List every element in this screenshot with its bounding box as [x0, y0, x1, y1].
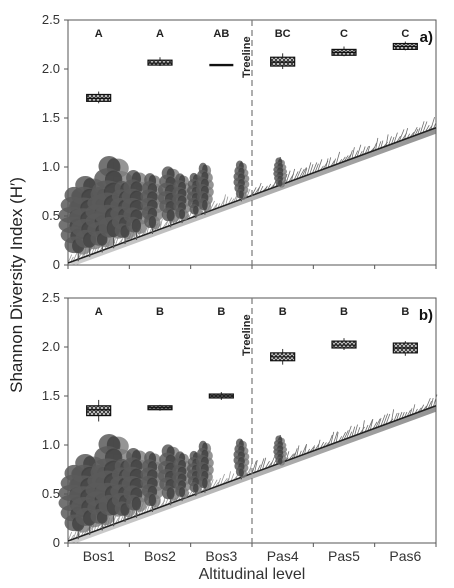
- y-tick-label: 1.5: [42, 388, 60, 403]
- chart-panel-2: Treeline 0 0.5 1.0 1.5 2.0 2.5 Bos1 Bos2 Bos3 Pas4…: [42, 290, 438, 564]
- box-Pas4: [270, 348, 296, 365]
- box-Pas6: [392, 341, 418, 356]
- significance-letter: C: [401, 28, 409, 40]
- y-tick-label: 0: [53, 535, 60, 550]
- box-Bos1: [86, 399, 112, 422]
- box-Bos2: [147, 57, 173, 67]
- y-tick-label: 2.5: [42, 290, 60, 305]
- significance-letter: B: [279, 306, 287, 318]
- slope-illustration: [67, 394, 438, 543]
- box-Pas4: [270, 53, 296, 69]
- box-Pas5: [331, 46, 357, 57]
- x-axis-label: Altitudinal level: [198, 566, 306, 583]
- significance-letter: B: [217, 306, 225, 318]
- x-tick-label: Bos3: [205, 548, 237, 564]
- tree-illustration: [196, 162, 214, 215]
- y-tick-label: 0.5: [42, 208, 60, 223]
- x-tick-label: Bos2: [144, 548, 176, 564]
- box-Pas6: [392, 41, 418, 51]
- tree-illustration: [196, 440, 214, 493]
- significance-letter: A: [156, 28, 164, 40]
- significance-letter: B: [156, 306, 164, 318]
- tree-illustration: [273, 157, 288, 188]
- significance-letter: B: [401, 306, 409, 318]
- tree-illustration: [140, 451, 165, 512]
- x-tick-label: Pas4: [267, 548, 299, 564]
- panel-label: a): [420, 29, 433, 46]
- tree-illustration: [121, 169, 152, 240]
- box-Pas5: [331, 338, 357, 350]
- significance-letter: A: [95, 306, 103, 318]
- y-tick-label: 2.0: [42, 61, 60, 76]
- significance-letter: AB: [213, 28, 229, 40]
- box-Bos3: [208, 392, 234, 400]
- significance-letter: BC: [275, 28, 291, 40]
- panel-label: b): [419, 307, 433, 324]
- y-tick-label: 0: [53, 257, 60, 272]
- significance-letter: C: [340, 28, 348, 40]
- y-tick-label: 1.0: [42, 437, 60, 452]
- significance-letter: A: [95, 28, 103, 40]
- tree-illustration: [233, 438, 250, 480]
- box-Bos2: [147, 404, 173, 411]
- tree-illustration: [233, 160, 250, 202]
- y-tick-label: 2.0: [42, 339, 60, 354]
- y-tick-label: 0.5: [42, 486, 60, 501]
- x-tick-label: Pas5: [328, 548, 360, 564]
- tree-illustration: [273, 435, 288, 466]
- significance-letter: B: [340, 306, 348, 318]
- tree-illustration: [172, 451, 192, 502]
- treeline-label: Treeline: [241, 36, 253, 78]
- x-tick-label: Pas6: [389, 548, 421, 564]
- box-Bos1: [86, 91, 112, 104]
- slope-illustration: [67, 116, 437, 265]
- y-tick-label: 1.0: [42, 159, 60, 174]
- y-tick-label: 2.5: [42, 12, 60, 27]
- y-tick-label: 1.5: [42, 110, 60, 125]
- x-tick-label: Bos1: [83, 548, 115, 564]
- treeline-label: Treeline: [241, 314, 253, 356]
